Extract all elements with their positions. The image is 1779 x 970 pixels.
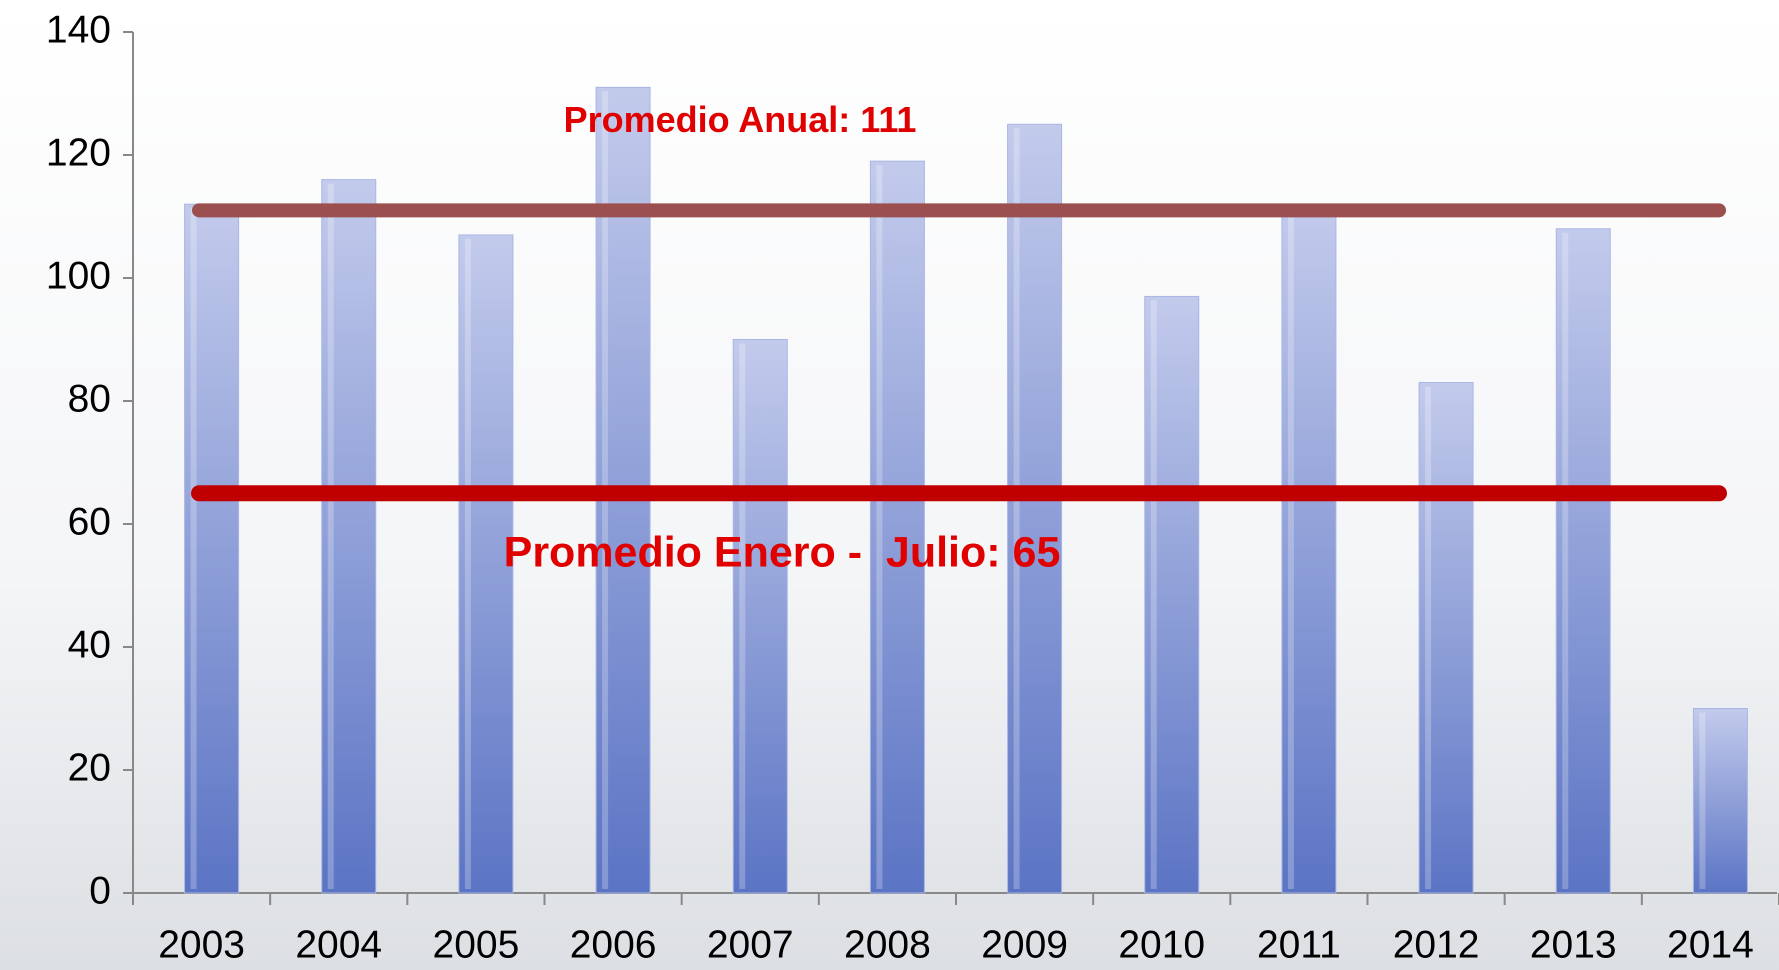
x-tick-label: 2005 (433, 923, 520, 966)
bar (1555, 228, 1611, 894)
bar (1007, 123, 1063, 894)
bar-highlight (1699, 712, 1706, 889)
x-tick-label: 2009 (981, 923, 1068, 966)
y-tick-label: 40 (68, 623, 111, 666)
x-tick-label: 2010 (1118, 923, 1205, 966)
x-tick-label: 2008 (844, 923, 931, 966)
bar (1281, 203, 1337, 894)
bar-highlight (1562, 232, 1569, 890)
bar-highlight (739, 343, 746, 889)
y-tick-label: 140 (46, 8, 111, 51)
bar-highlight (1150, 300, 1157, 889)
bar (869, 160, 925, 894)
bar-highlight (1287, 208, 1294, 889)
x-tick-label: 2003 (158, 923, 245, 966)
x-tick-label: 2004 (295, 923, 382, 966)
y-tick-label: 0 (89, 869, 111, 912)
annotation: Promedio Enero - Julio: 65 (504, 529, 1061, 577)
bar-highlight (1013, 128, 1020, 889)
x-tick-label: 2006 (570, 923, 657, 966)
x-tick-label: 2012 (1393, 923, 1480, 966)
bar-highlight (876, 165, 883, 889)
bar-highlight (464, 238, 471, 889)
bar (1418, 382, 1474, 894)
y-tick-label: 120 (46, 131, 111, 174)
bar (321, 179, 377, 894)
bar-highlight (1425, 386, 1432, 889)
bar (1692, 708, 1748, 894)
bar-highlight (327, 183, 334, 890)
bar-highlight (190, 208, 197, 889)
y-tick-label: 20 (68, 746, 111, 789)
x-tick-label: 2014 (1667, 923, 1754, 966)
x-tick-label: 2007 (707, 923, 794, 966)
x-tick-label: 2013 (1530, 923, 1617, 966)
bar (1144, 295, 1200, 894)
bar (732, 339, 788, 894)
bar (458, 234, 514, 894)
annotation: Promedio Anual: 111 (564, 99, 917, 140)
y-tick-label: 100 (46, 254, 111, 297)
y-tick-label: 80 (68, 377, 111, 420)
y-tick-label: 60 (68, 500, 111, 543)
x-tick-label: 2011 (1257, 923, 1341, 966)
